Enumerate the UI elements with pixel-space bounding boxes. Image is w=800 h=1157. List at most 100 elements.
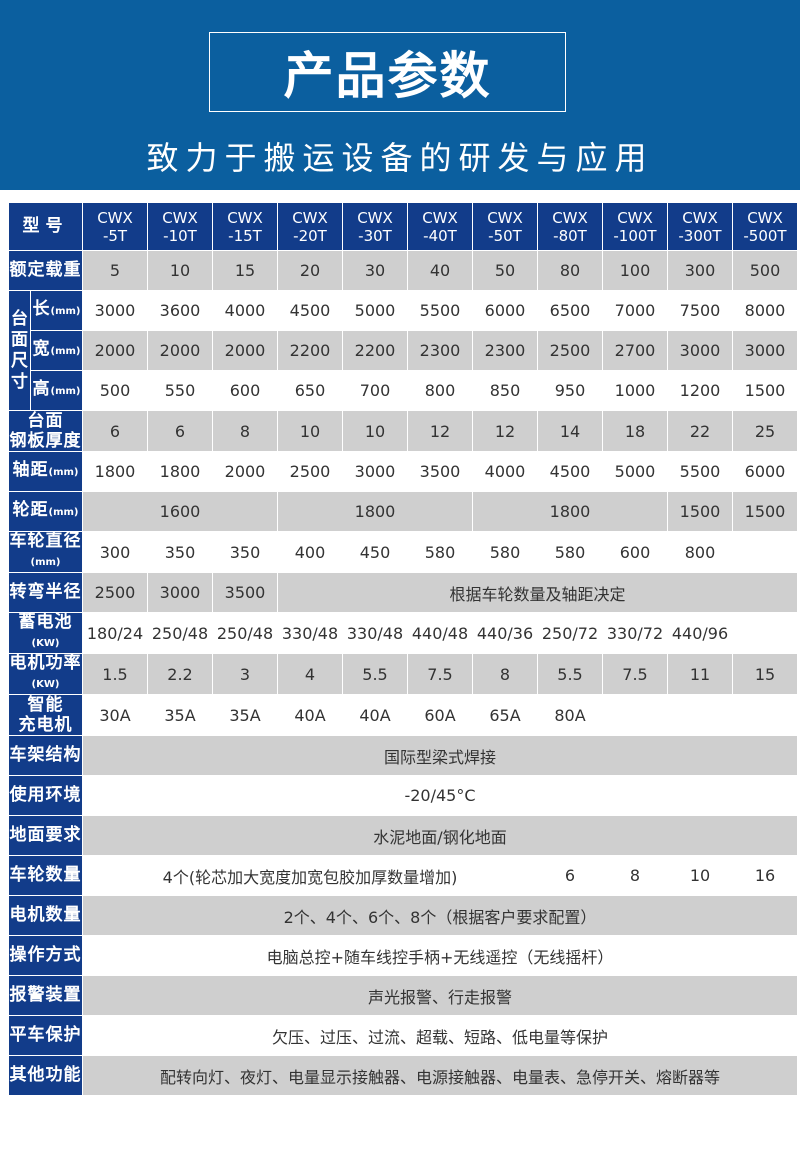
table-cell: 10	[277, 410, 343, 452]
table-row: 智能 充电机 30A 35A 35A 40A 40A 60A 65A 80A	[8, 694, 798, 736]
row-label-unit: (KW)	[31, 638, 60, 649]
model-header-cell: CWX -80T	[537, 202, 603, 251]
table-cell: 440/36	[472, 612, 538, 654]
table-row: 高(mm) 500 550 600 650 700 800 850 950 1000 1200 150…	[9, 370, 798, 411]
table-cell: 350	[147, 531, 213, 573]
table-cell: 4	[277, 653, 343, 695]
table-cell: 100	[602, 250, 668, 291]
table-cell: 10	[667, 855, 733, 896]
table-row: 平车保护 欠压、过压、过流、超载、短路、低电量等保护	[8, 1015, 798, 1056]
table-row: 电机数量 2个、4个、6个、8个（根据客户要求配置）	[8, 895, 798, 936]
table-cell: 1.5	[82, 653, 148, 695]
table-cell: 1000	[602, 370, 668, 411]
table-cell: 1800	[277, 491, 473, 532]
row-label: 操作方式	[8, 935, 83, 976]
table-cell: 国际型梁式焊接	[82, 735, 798, 776]
table-cell	[667, 694, 733, 736]
table-cell: 6500	[537, 290, 603, 331]
table-cell: 80	[537, 250, 603, 291]
page-title: 产品参数	[283, 47, 492, 105]
table-cell: 580	[407, 531, 473, 573]
table-cell: 2000	[82, 330, 148, 371]
table-cell: 7.5	[602, 653, 668, 695]
title-box: 产品参数	[209, 32, 566, 112]
table-row: 额定载重 5 10 15 20 30 40 50 80 100 300 500	[8, 250, 798, 291]
table-row: 台面 钢板厚度 6 6 8 10 10 12 12 14 18 22 25	[8, 410, 798, 452]
table-cell: 声光报警、行走报警	[82, 975, 798, 1016]
table-cell: 3600	[147, 290, 213, 331]
row-label: 地面要求	[8, 815, 83, 856]
table-cell: 3500	[212, 572, 278, 613]
model-header-cell: CWX -50T	[472, 202, 538, 251]
table-cell: 16	[732, 855, 798, 896]
table-row: 地面要求 水泥地面/钢化地面	[8, 815, 798, 856]
table-cell: 15	[212, 250, 278, 291]
row-label: 使用环境	[8, 775, 83, 816]
table-cell: 4500	[277, 290, 343, 331]
table-cell: 4500	[537, 451, 603, 492]
row-label: 高(mm)	[30, 370, 83, 411]
table-cell: 8000	[732, 290, 798, 331]
table-cell: 25	[732, 410, 798, 452]
model-header-cell: CWX -5T	[82, 202, 148, 251]
model-header-cell: CWX -100T	[602, 202, 668, 251]
table-cell	[732, 694, 798, 736]
row-label: 额定载重	[8, 250, 83, 291]
row-label-unit: (KW)	[31, 679, 60, 690]
row-label-text: 车轮直径	[9, 531, 82, 551]
row-label-text: 额定载重	[9, 260, 82, 280]
table-cell: 2000	[147, 330, 213, 371]
page-subtitle: 致力于搬运设备的研发与应用	[146, 139, 654, 177]
table-cell: 20	[277, 250, 343, 291]
table-cell: 8	[212, 410, 278, 452]
table-cell: 15	[732, 653, 798, 695]
table-cell: 65A	[472, 694, 538, 736]
table-cell: 4000	[472, 451, 538, 492]
table-cell: 3000	[82, 290, 148, 331]
table-cell: 6	[147, 410, 213, 452]
row-label-text: 其他功能	[9, 1065, 82, 1085]
row-label-text: 蓄电池	[18, 612, 73, 632]
table-cell: 50	[472, 250, 538, 291]
row-label: 智能 充电机	[8, 694, 83, 736]
table-row: 轴距(mm) 1800 1800 2000 2500 3000 3500 4000 4500 50…	[8, 451, 798, 492]
table-cell: 550	[147, 370, 213, 411]
table-cell: 2000	[212, 451, 278, 492]
row-label-unit: (mm)	[50, 346, 81, 357]
table-cell: 电脑总控+随车线控手柄+无线遥控（无线摇杆）	[82, 935, 798, 976]
table-cell: 850	[472, 370, 538, 411]
row-label-text: 宽	[32, 339, 51, 359]
table-cell: 3000	[342, 451, 408, 492]
row-label-text: 车架结构	[9, 745, 82, 765]
row-label: 轮距(mm)	[8, 491, 83, 532]
row-label-text: 使用环境	[9, 785, 82, 805]
model-header-cell: CWX -40T	[407, 202, 473, 251]
table-row: 电机功率 (KW) 1.5 2.2 3 4 5.5 7.5 8 5.5 7.5 11 15	[8, 653, 798, 695]
row-label-text: 智能 充电机	[18, 695, 73, 735]
table-cell: 330/72	[602, 612, 668, 654]
table-header-row: 型号 CWX -5T CWX -10T CWX -15T CWX -20T CWX -30…	[8, 202, 798, 251]
table-cell: 40	[407, 250, 473, 291]
table-cell: 330/48	[277, 612, 343, 654]
table-cell: 580	[537, 531, 603, 573]
spec-table: 型号 CWX -5T CWX -10T CWX -15T CWX -20T CWX -30…	[8, 202, 798, 1096]
row-label-text: 轴距	[12, 460, 49, 480]
header-banner: 产品参数 致力于搬运设备的研发与应用	[0, 0, 800, 190]
table-cell: 250/72	[537, 612, 603, 654]
row-label-text: 地面要求	[9, 825, 82, 845]
table-cell: 3000	[667, 330, 733, 371]
table-cell: 2300	[472, 330, 538, 371]
model-header-cell: CWX -500T	[732, 202, 798, 251]
row-label: 车轮数量	[8, 855, 83, 896]
table-cell: 300	[667, 250, 733, 291]
table-row: 报警装置 声光报警、行走报警	[8, 975, 798, 1016]
table-cell: 6000	[472, 290, 538, 331]
table-cell: 6	[82, 410, 148, 452]
table-row: 宽(mm) 2000 2000 2000 2200 2200 2300 2300 2500 270…	[9, 330, 798, 371]
table-cell: 3000	[732, 330, 798, 371]
table-cell: 2500	[537, 330, 603, 371]
row-label: 其他功能	[8, 1055, 83, 1096]
table-cell: 5.5	[342, 653, 408, 695]
table-cell: 5000	[342, 290, 408, 331]
row-label-unit: (mm)	[48, 507, 79, 518]
